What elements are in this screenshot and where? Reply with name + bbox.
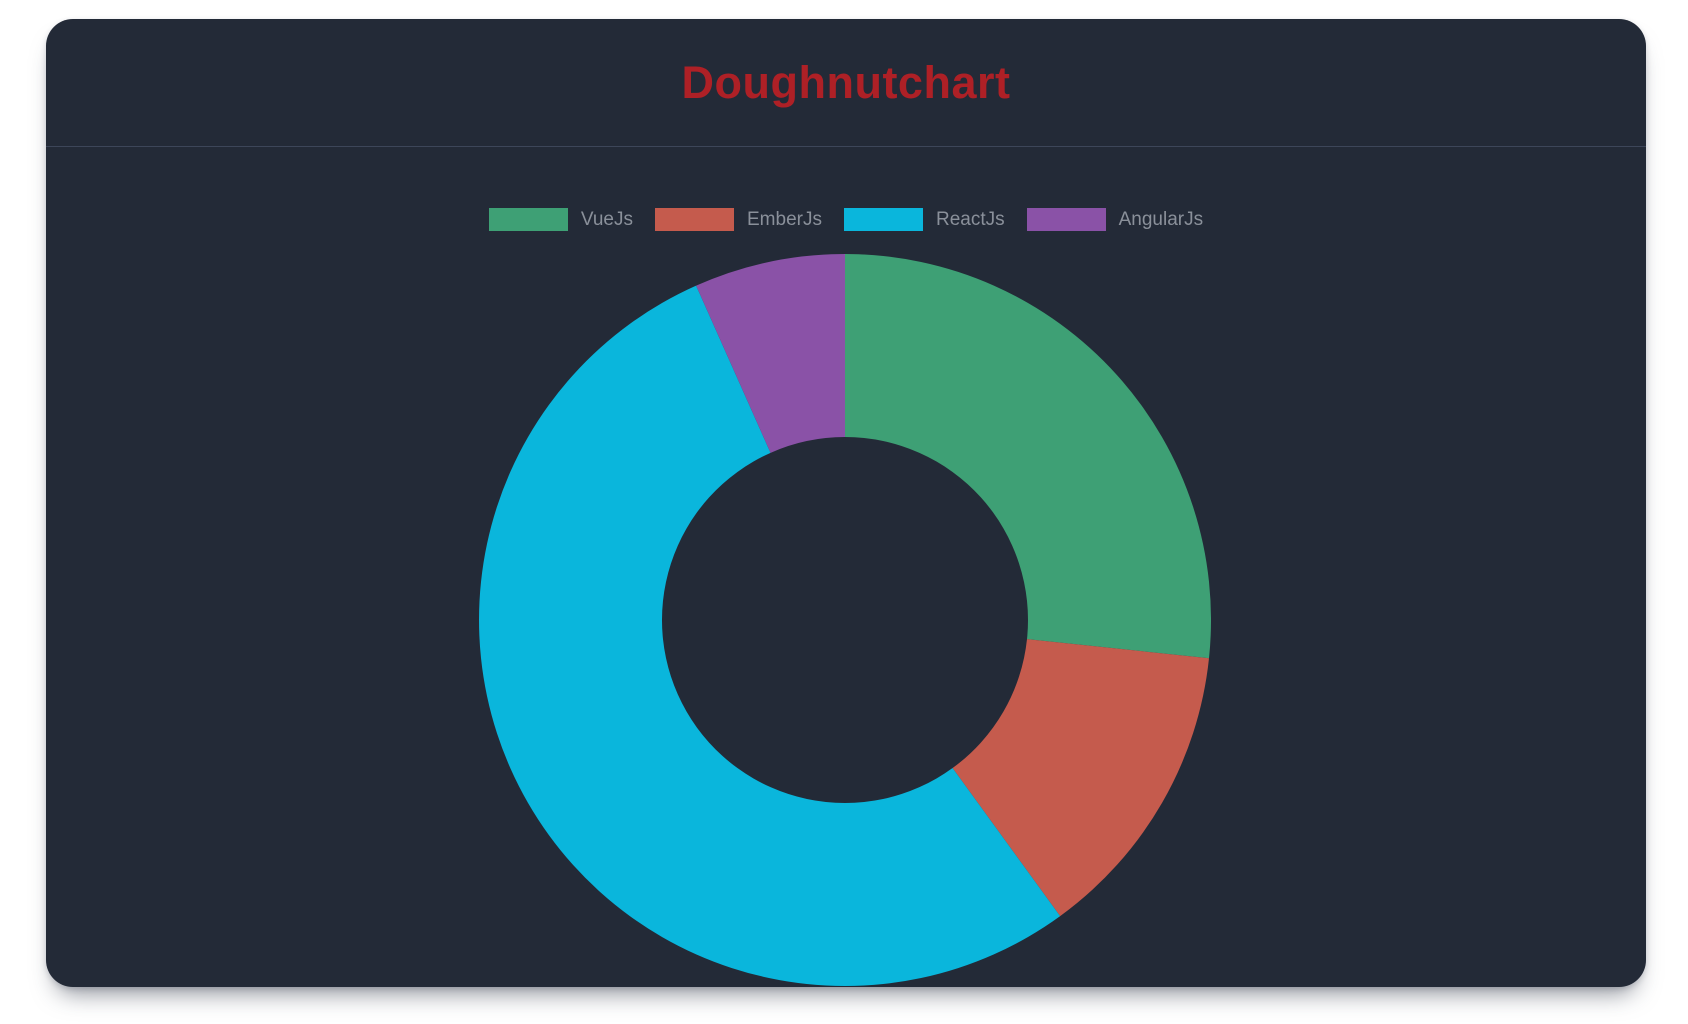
legend-item-angularjs[interactable]: AngularJs bbox=[1026, 208, 1204, 231]
legend-item-emberjs[interactable]: EmberJs bbox=[655, 208, 822, 231]
legend-label: AngularJs bbox=[1118, 208, 1204, 230]
legend-swatch-vuejs bbox=[488, 208, 568, 231]
doughnut-chart bbox=[479, 254, 1211, 986]
chart-legend: VueJs EmberJs ReactJs AngularJs bbox=[46, 208, 1646, 231]
legend-label: EmberJs bbox=[747, 208, 822, 230]
slice-angularjs[interactable] bbox=[696, 254, 845, 453]
legend-swatch-emberjs bbox=[655, 208, 734, 231]
legend-swatch-angularjs bbox=[1026, 208, 1106, 231]
slice-vuejs[interactable] bbox=[845, 254, 1211, 659]
legend-item-reactjs[interactable]: ReactJs bbox=[843, 208, 1005, 231]
legend-swatch-reactjs bbox=[843, 208, 923, 231]
legend-item-vuejs[interactable]: VueJs bbox=[488, 208, 633, 231]
chart-title: Doughnutchart bbox=[681, 56, 1011, 108]
slice-reactjs[interactable] bbox=[479, 285, 1061, 986]
card-header: Doughnutchart bbox=[46, 19, 1646, 147]
chart-card: Doughnutchart VueJs EmberJs ReactJs Angular… bbox=[46, 19, 1646, 987]
slice-emberjs[interactable] bbox=[952, 639, 1209, 917]
legend-label: ReactJs bbox=[935, 208, 1005, 230]
legend-label: VueJs bbox=[580, 208, 633, 230]
